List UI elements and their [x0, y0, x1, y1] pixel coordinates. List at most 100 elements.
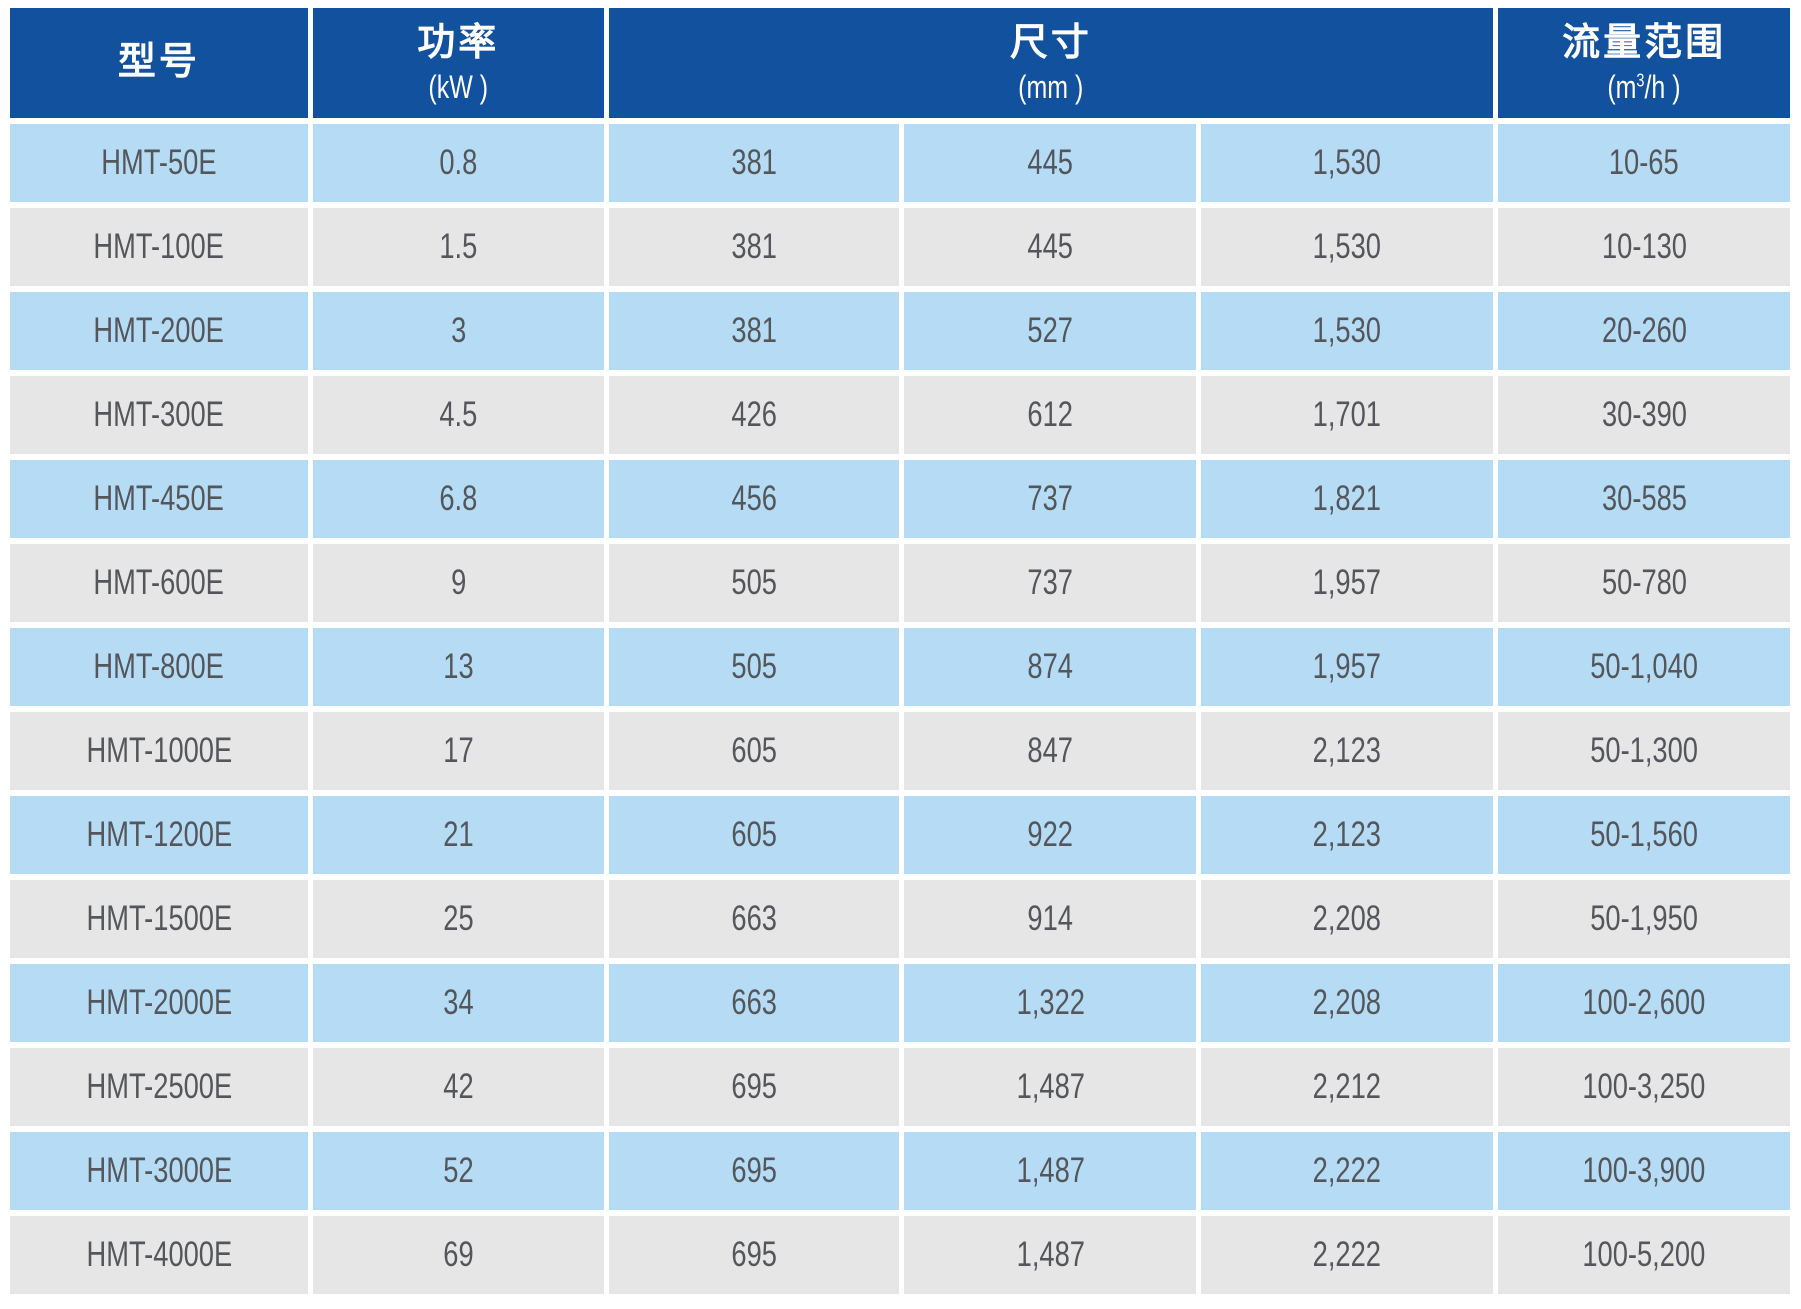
table-row: HMT-800E 13 505 874 1,957 50-1,040 [10, 628, 1790, 706]
cell-power: 9 [312, 544, 604, 622]
cell-dimension-b: 914 [904, 880, 1197, 958]
cell-power: 13 [312, 628, 604, 706]
header-model-title: 型号 [117, 41, 200, 84]
cell-model: HMT-4000E [10, 1216, 308, 1294]
cell-dimension-b: 445 [904, 124, 1197, 202]
header-dimensions-title: 尺寸 [1009, 22, 1092, 65]
cell-flow-range: 30-585 [1498, 460, 1790, 538]
cell-power: 69 [312, 1216, 604, 1294]
cell-model: HMT-2500E [10, 1048, 308, 1126]
cell-model: HMT-800E [10, 628, 308, 706]
cell-flow-range: 20-260 [1498, 292, 1790, 370]
cell-dimension-a: 381 [608, 292, 900, 370]
cell-dimension-a: 695 [608, 1216, 900, 1294]
cell-flow-range: 30-390 [1498, 376, 1790, 454]
header-dimensions-unit: (mm ) [1018, 68, 1084, 105]
cell-dimension-c: 2,208 [1201, 964, 1494, 1042]
cell-dimension-c: 2,222 [1201, 1132, 1494, 1210]
cell-flow-range: 50-780 [1498, 544, 1790, 622]
cell-flow-range: 50-1,040 [1498, 628, 1790, 706]
cell-dimension-a: 695 [608, 1132, 900, 1210]
cell-dimension-a: 663 [608, 964, 900, 1042]
cell-dimension-a: 663 [608, 880, 900, 958]
table-row: HMT-4000E 69 695 1,487 2,222 100-5,200 [10, 1216, 1790, 1294]
header-power-title: 功率 [417, 22, 500, 65]
header-dimensions: 尺寸 (mm ) [608, 8, 1494, 118]
cell-dimension-a: 505 [608, 628, 900, 706]
cell-dimension-c: 2,212 [1201, 1048, 1494, 1126]
cell-dimension-b: 612 [904, 376, 1197, 454]
header-power-unit: (kW ) [428, 68, 489, 105]
table-row: HMT-1000E 17 605 847 2,123 50-1,300 [10, 712, 1790, 790]
cell-dimension-a: 695 [608, 1048, 900, 1126]
cell-power: 21 [312, 796, 604, 874]
table-row: HMT-3000E 52 695 1,487 2,222 100-3,900 [10, 1132, 1790, 1210]
header-flow: 流量范围 (m3/h ) [1498, 8, 1790, 118]
spec-table-body: HMT-50E 0.8 381 445 1,530 10-65 HMT-100E… [10, 124, 1790, 1294]
cell-model: HMT-2000E [10, 964, 308, 1042]
cell-flow-range: 10-65 [1498, 124, 1790, 202]
cell-power: 42 [312, 1048, 604, 1126]
cell-dimension-c: 1,821 [1201, 460, 1494, 538]
cell-dimension-b: 527 [904, 292, 1197, 370]
cell-flow-range: 10-130 [1498, 208, 1790, 286]
header-power: 功率 (kW ) [312, 8, 604, 118]
table-row: HMT-600E 9 505 737 1,957 50-780 [10, 544, 1790, 622]
cell-flow-range: 50-1,300 [1498, 712, 1790, 790]
header-model: 型号 [10, 8, 308, 118]
cell-dimension-b: 737 [904, 460, 1197, 538]
cell-model: HMT-200E [10, 292, 308, 370]
superscript-3: 3 [1636, 68, 1645, 90]
cell-model: HMT-450E [10, 460, 308, 538]
cell-dimension-b: 847 [904, 712, 1197, 790]
header-flow-title: 流量范围 [1562, 22, 1727, 65]
cell-model: HMT-300E [10, 376, 308, 454]
cell-model: HMT-50E [10, 124, 308, 202]
cell-power: 3 [312, 292, 604, 370]
cell-dimension-b: 922 [904, 796, 1197, 874]
header-row: 型号 功率 (kW ) 尺寸 (mm ) 流量范围 (m3/h ) [10, 8, 1790, 118]
table-row: HMT-300E 4.5 426 612 1,701 30-390 [10, 376, 1790, 454]
spec-table-header: 型号 功率 (kW ) 尺寸 (mm ) 流量范围 (m3/h ) [10, 8, 1790, 118]
cell-dimension-a: 505 [608, 544, 900, 622]
cell-dimension-b: 1,487 [904, 1132, 1197, 1210]
cell-dimension-b: 1,487 [904, 1048, 1197, 1126]
table-row: HMT-450E 6.8 456 737 1,821 30-585 [10, 460, 1790, 538]
cell-power: 17 [312, 712, 604, 790]
cell-model: HMT-100E [10, 208, 308, 286]
cell-dimension-c: 1,530 [1201, 124, 1494, 202]
cell-dimension-a: 456 [608, 460, 900, 538]
cell-power: 25 [312, 880, 604, 958]
cell-dimension-c: 2,222 [1201, 1216, 1494, 1294]
table-row: HMT-1500E 25 663 914 2,208 50-1,950 [10, 880, 1790, 958]
table-row: HMT-2000E 34 663 1,322 2,208 100-2,600 [10, 964, 1790, 1042]
cell-model: HMT-1000E [10, 712, 308, 790]
cell-dimension-a: 605 [608, 796, 900, 874]
cell-dimension-c: 2,123 [1201, 796, 1494, 874]
cell-dimension-a: 426 [608, 376, 900, 454]
cell-dimension-c: 2,208 [1201, 880, 1494, 958]
header-flow-unit: (m3/h ) [1607, 68, 1681, 105]
cell-model: HMT-1200E [10, 796, 308, 874]
table-row: HMT-1200E 21 605 922 2,123 50-1,560 [10, 796, 1790, 874]
cell-power: 34 [312, 964, 604, 1042]
cell-flow-range: 100-2,600 [1498, 964, 1790, 1042]
cell-flow-range: 100-5,200 [1498, 1216, 1790, 1294]
cell-dimension-b: 737 [904, 544, 1197, 622]
cell-dimension-a: 381 [608, 208, 900, 286]
cell-power: 6.8 [312, 460, 604, 538]
cell-power: 0.8 [312, 124, 604, 202]
cell-power: 1.5 [312, 208, 604, 286]
spec-table: 型号 功率 (kW ) 尺寸 (mm ) 流量范围 (m3/h ) HMT-50… [5, 2, 1795, 1300]
cell-dimension-b: 1,322 [904, 964, 1197, 1042]
cell-power: 52 [312, 1132, 604, 1210]
table-row: HMT-200E 3 381 527 1,530 20-260 [10, 292, 1790, 370]
cell-power: 4.5 [312, 376, 604, 454]
cell-flow-range: 100-3,900 [1498, 1132, 1790, 1210]
cell-flow-range: 100-3,250 [1498, 1048, 1790, 1126]
cell-dimension-c: 1,530 [1201, 208, 1494, 286]
cell-dimension-b: 445 [904, 208, 1197, 286]
table-row: HMT-50E 0.8 381 445 1,530 10-65 [10, 124, 1790, 202]
cell-dimension-c: 1,957 [1201, 544, 1494, 622]
cell-flow-range: 50-1,560 [1498, 796, 1790, 874]
